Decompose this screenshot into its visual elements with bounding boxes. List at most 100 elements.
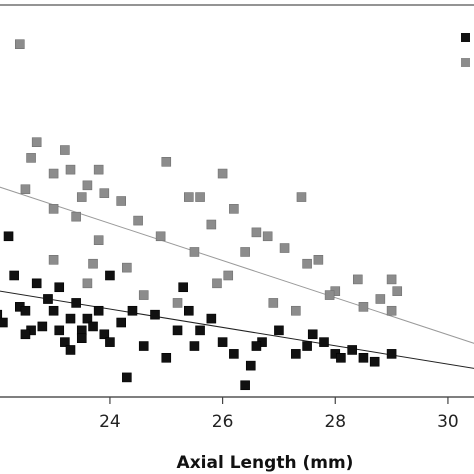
- data-point-series-2: [26, 153, 36, 163]
- trendlines: [0, 186, 474, 369]
- data-point-series-2: [240, 247, 250, 257]
- data-point-series-2: [296, 192, 307, 202]
- data-point-series-1: [37, 321, 48, 332]
- data-point-series-2: [386, 274, 397, 285]
- data-point-series-1: [161, 352, 172, 363]
- data-point-series-1: [88, 321, 98, 332]
- data-point-series-2: [15, 39, 25, 50]
- data-point-series-2: [392, 286, 403, 296]
- data-points: [0, 39, 403, 391]
- data-point-series-1: [358, 352, 369, 363]
- data-point-series-2: [217, 168, 228, 179]
- data-point-series-1: [82, 313, 93, 324]
- data-point-series-1: [20, 329, 31, 340]
- data-point-series-2: [65, 164, 76, 175]
- data-point-series-1: [386, 349, 397, 359]
- data-point-series-1: [20, 305, 31, 316]
- data-point-series-2: [31, 137, 42, 147]
- data-point-series-1: [0, 317, 8, 328]
- legend: [461, 33, 470, 67]
- data-point-series-1: [336, 352, 346, 363]
- data-point-series-1: [54, 325, 65, 336]
- data-point-series-1: [195, 325, 205, 336]
- x-tick-label: 30: [437, 412, 459, 432]
- data-point-series-1: [229, 349, 239, 359]
- data-point-series-2: [279, 243, 290, 253]
- data-point-series-1: [31, 278, 42, 289]
- x-tick-label: 26: [212, 412, 234, 432]
- data-point-series-1: [319, 337, 329, 347]
- data-point-series-2: [99, 188, 110, 198]
- data-point-series-2: [93, 235, 104, 245]
- x-tick-label: 28: [324, 412, 346, 432]
- data-point-series-2: [88, 258, 98, 269]
- data-point-series-2: [93, 164, 104, 175]
- data-point-series-2: [60, 145, 70, 155]
- data-point-series-2: [313, 255, 324, 265]
- data-point-series-1: [178, 282, 188, 293]
- data-point-series-1: [3, 231, 14, 242]
- data-point-series-1: [0, 309, 3, 320]
- x-axis-ticks: 24 26 28 30: [99, 397, 459, 432]
- data-point-series-1: [60, 337, 70, 347]
- data-point-series-2: [172, 298, 183, 308]
- data-point-series-1: [172, 325, 183, 336]
- data-point-series-2: [251, 227, 262, 238]
- data-point-series-1: [240, 380, 250, 391]
- data-point-series-1: [217, 337, 228, 347]
- data-point-series-1: [71, 298, 81, 308]
- x-tick-label: 24: [99, 412, 121, 432]
- data-point-series-2: [229, 204, 239, 214]
- data-point-series-2: [20, 184, 31, 195]
- data-point-series-2: [268, 298, 279, 308]
- data-point-series-1: [93, 305, 104, 316]
- data-point-series-1: [206, 313, 217, 324]
- trendline-series-1: [0, 290, 474, 369]
- data-point-series-1: [251, 341, 262, 351]
- data-point-series-2: [48, 255, 59, 265]
- data-point-series-1: [184, 305, 194, 316]
- x-axis-title: Axial Length (mm): [177, 453, 354, 473]
- data-point-series-1: [65, 345, 76, 355]
- data-point-series-2: [386, 305, 397, 316]
- data-point-series-2: [133, 215, 143, 226]
- data-point-series-2: [82, 180, 93, 191]
- data-point-series-1: [347, 345, 357, 355]
- data-point-series-1: [48, 305, 59, 316]
- data-point-series-2: [82, 278, 93, 289]
- data-point-series-1: [122, 372, 132, 383]
- data-point-series-2: [223, 270, 234, 281]
- data-point-series-1: [105, 337, 115, 347]
- legend-marker-gray: [461, 58, 470, 67]
- data-point-series-2: [375, 294, 386, 304]
- data-point-series-1: [291, 349, 301, 359]
- data-point-series-2: [358, 302, 369, 312]
- data-point-series-1: [116, 317, 126, 328]
- data-point-series-2: [291, 305, 301, 316]
- data-point-series-1: [65, 313, 76, 324]
- data-point-series-1: [54, 282, 65, 293]
- data-point-series-2: [206, 219, 217, 230]
- data-point-series-1: [138, 341, 149, 351]
- data-point-series-2: [116, 196, 126, 206]
- data-point-series-1: [99, 329, 110, 340]
- data-point-series-2: [195, 192, 205, 202]
- data-point-series-2: [324, 290, 335, 300]
- data-point-series-2: [138, 290, 149, 300]
- data-point-series-1: [245, 360, 256, 371]
- data-point-series-1: [274, 325, 284, 336]
- data-point-series-1: [307, 329, 318, 340]
- data-point-series-2: [262, 231, 273, 242]
- data-point-series-2: [48, 168, 59, 179]
- data-point-series-2: [161, 157, 172, 167]
- data-point-series-1: [43, 294, 53, 304]
- data-point-series-2: [189, 247, 200, 257]
- legend-marker-black: [461, 33, 470, 42]
- data-point-series-2: [212, 278, 222, 289]
- data-point-series-2: [76, 192, 87, 202]
- trendline-series-2: [0, 186, 474, 344]
- data-point-series-1: [369, 356, 380, 367]
- data-point-series-2: [184, 192, 194, 202]
